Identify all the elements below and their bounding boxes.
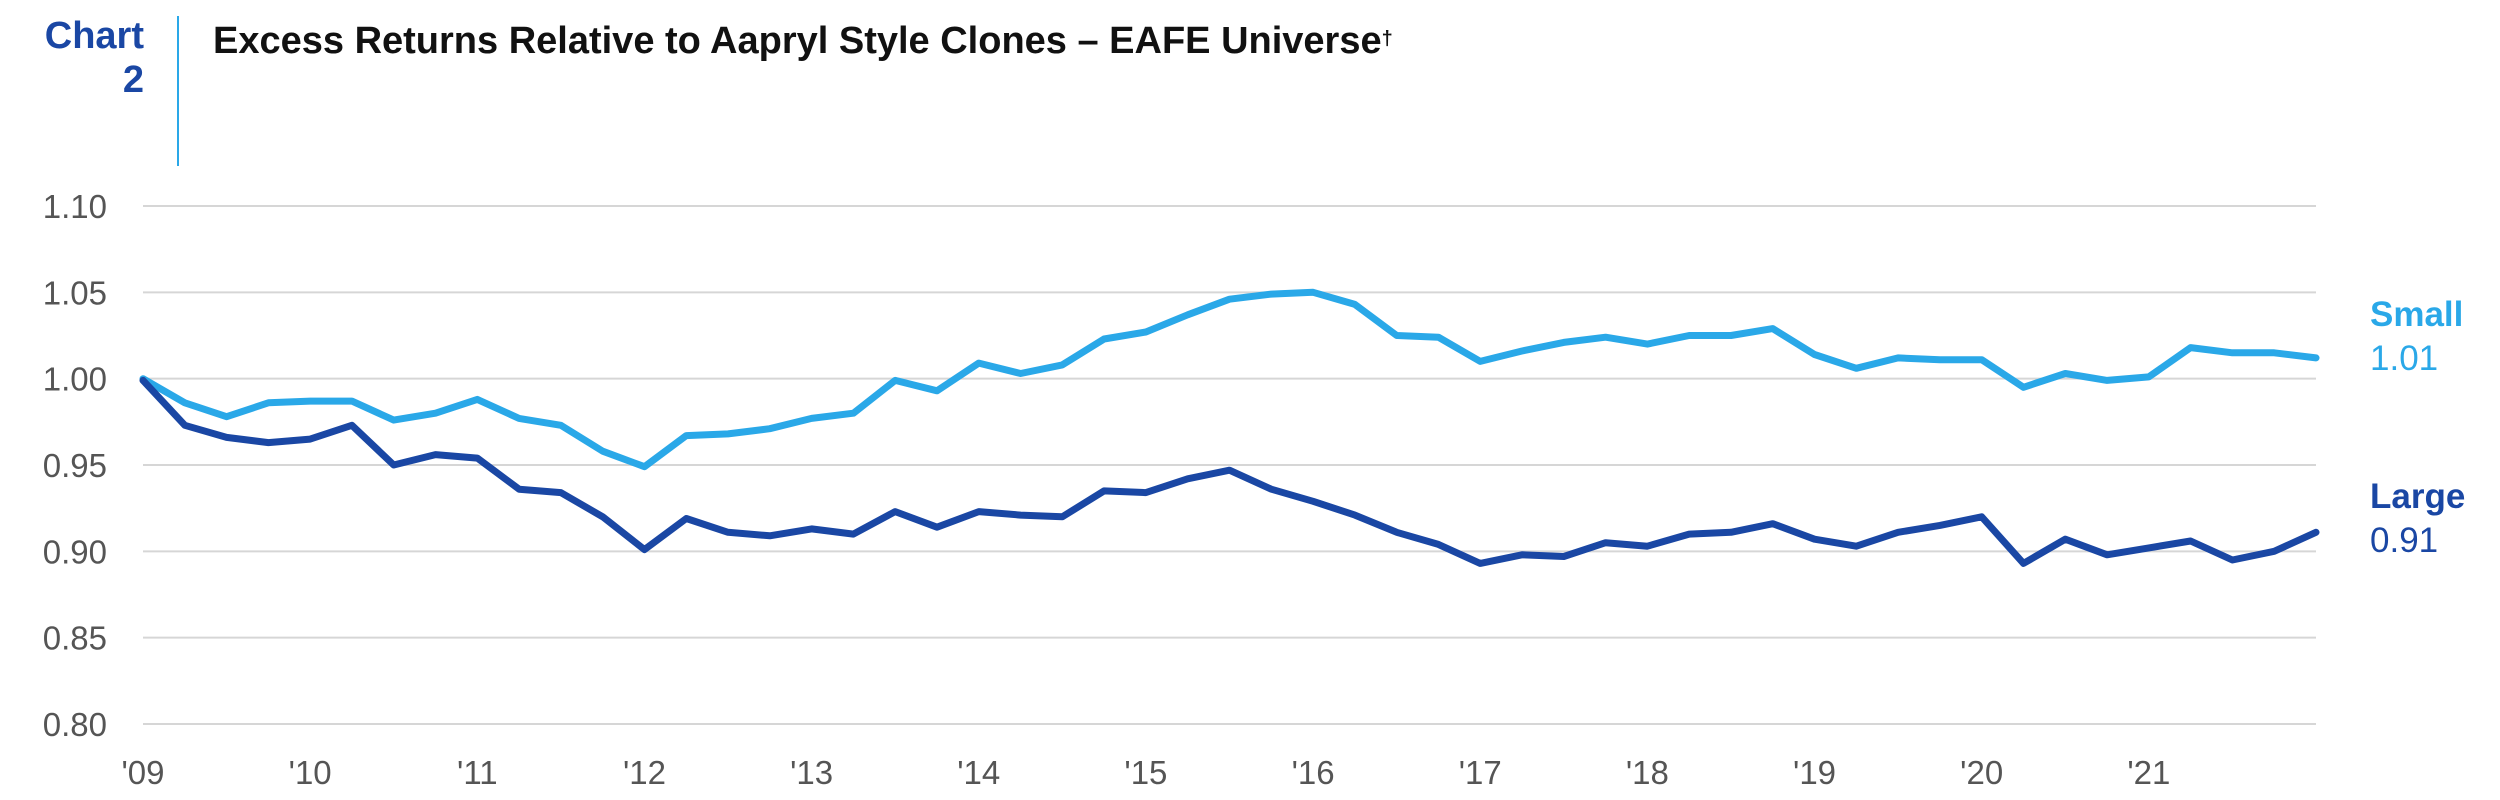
- x-tick-label: '17: [1459, 754, 1502, 791]
- x-tick-label: '14: [957, 754, 1000, 791]
- y-tick-label: 0.85: [43, 620, 107, 657]
- x-tick-label: '10: [289, 754, 332, 791]
- x-axis-ticks: '09 '10 '11 '12 '13 '14 '15 '16 '17 '18 '19 '20 '21: [121, 754, 2170, 791]
- x-tick-label: '16: [1292, 754, 1335, 791]
- x-tick-label: '13: [790, 754, 833, 791]
- x-tick-label: '21: [2127, 754, 2170, 791]
- x-tick-label: '11: [457, 754, 498, 791]
- gridlines: [143, 205, 2316, 725]
- chart-title-text: Excess Returns Relative to Aapryl Style …: [213, 20, 1382, 62]
- series-name-small: Small: [2370, 295, 2463, 334]
- chart-title: Excess Returns Relative to Aapryl Style …: [213, 18, 1393, 64]
- y-tick-label: 0.80: [43, 706, 107, 743]
- x-tick-label: '18: [1626, 754, 1669, 791]
- chart-number: 2: [122, 59, 144, 101]
- title-footnote-mark: †: [1381, 28, 1393, 50]
- chart-label: Chart: [44, 15, 144, 57]
- header-divider: [177, 16, 179, 166]
- series-lines: [139, 288, 2320, 567]
- x-tick-label: '15: [1124, 754, 1167, 791]
- series-end-value-small: 1.01: [2370, 339, 2438, 378]
- y-tick-label: 1.05: [43, 274, 107, 311]
- chart-tag: Chart 2: [20, 14, 144, 102]
- y-axis-ticks: 1.10 1.05 1.00 0.95 0.90 0.85 0.80: [43, 188, 107, 743]
- x-tick-label: '09: [121, 754, 164, 791]
- y-tick-label: 1.10: [43, 188, 107, 225]
- x-tick-label: '12: [623, 754, 666, 791]
- y-tick-label: 0.95: [43, 447, 107, 484]
- series-end-value-large: 0.91: [2370, 521, 2438, 560]
- series-line-large: [139, 376, 2320, 567]
- end-labels: Small 1.01 Large 0.91: [2370, 295, 2465, 560]
- x-tick-label: '20: [1960, 754, 2003, 791]
- y-tick-label: 0.90: [43, 533, 107, 570]
- x-tick-label: '19: [1793, 754, 1836, 791]
- series-line-small: [139, 288, 2320, 471]
- series-name-large: Large: [2370, 477, 2465, 516]
- y-tick-label: 1.00: [43, 361, 107, 398]
